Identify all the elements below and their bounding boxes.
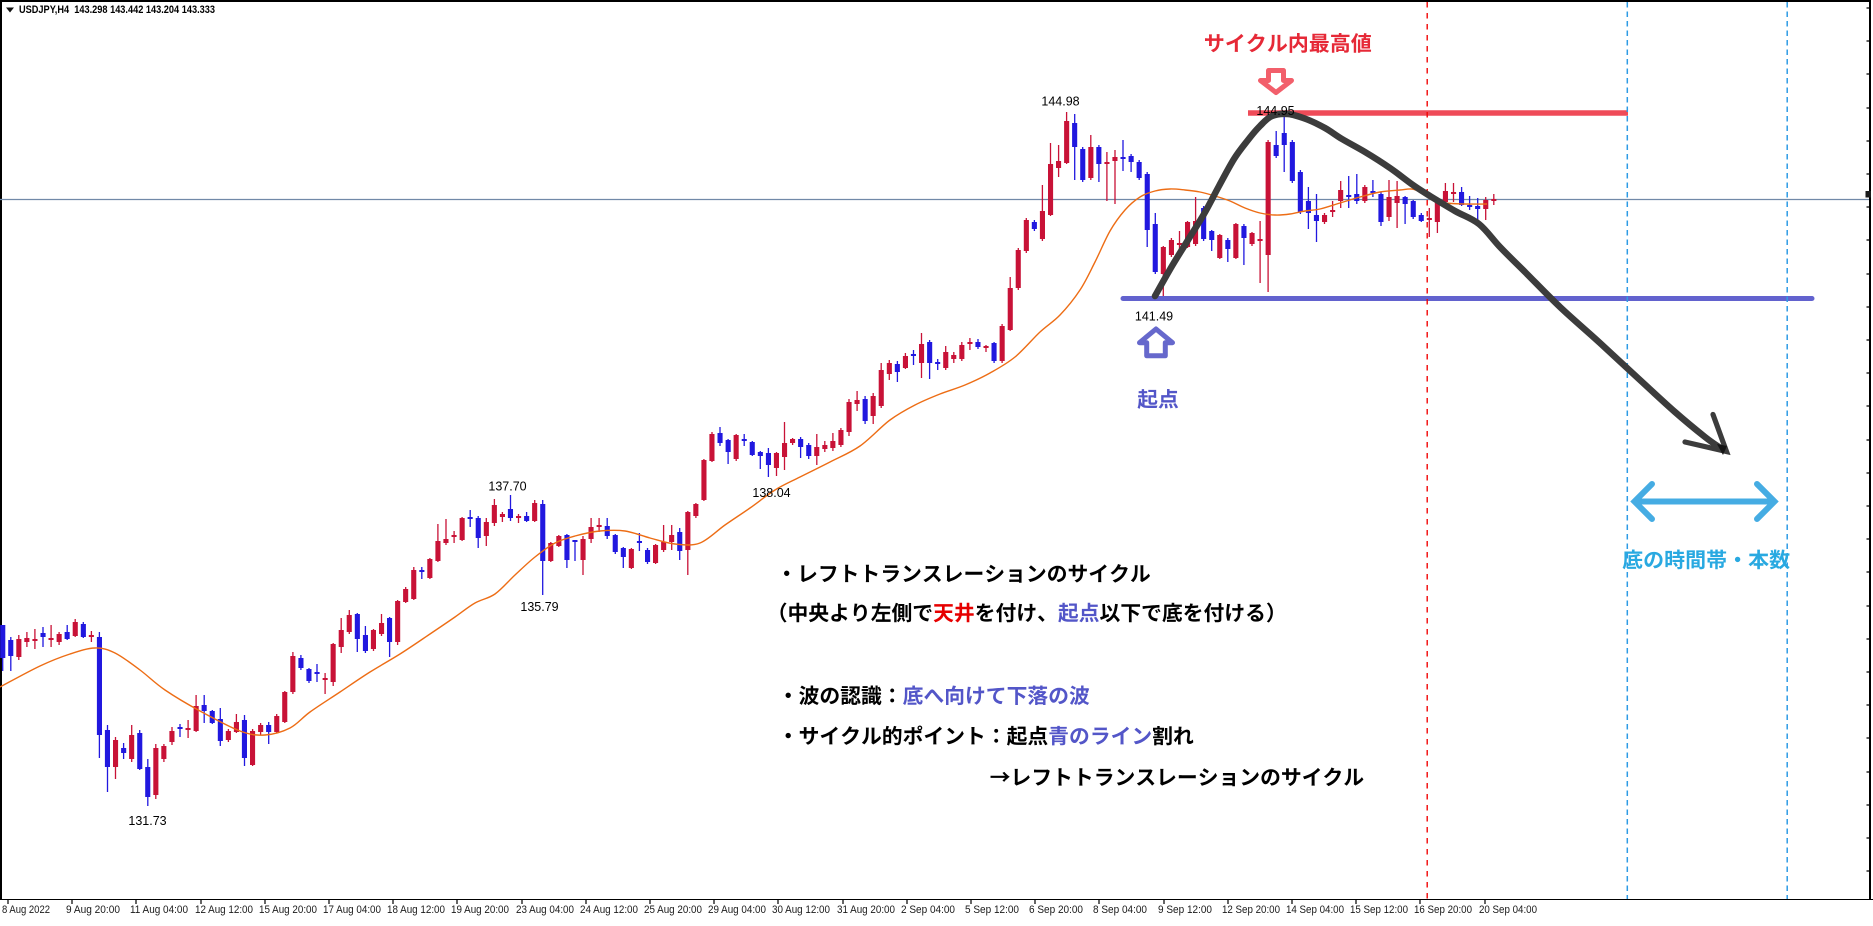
svg-text:15 Aug 20:00: 15 Aug 20:00 <box>259 904 317 916</box>
svg-text:6 Sep 20:00: 6 Sep 20:00 <box>1029 904 1083 916</box>
svg-text:24 Aug 12:00: 24 Aug 12:00 <box>580 904 638 916</box>
svg-text:19 Aug 20:00: 19 Aug 20:00 <box>451 904 509 916</box>
svg-text:138.04: 138.04 <box>752 486 790 500</box>
svg-text:USDJPY,H4 143.298 143.442 143: USDJPY,H4 143.298 143.442 143.204 143.33… <box>19 4 215 16</box>
svg-text:23 Aug 04:00: 23 Aug 04:00 <box>516 904 574 916</box>
svg-text:15 Sep 12:00: 15 Sep 12:00 <box>1350 904 1408 916</box>
svg-text:14 Sep 04:00: 14 Sep 04:00 <box>1286 904 1344 916</box>
svg-text:144.95: 144.95 <box>1256 104 1294 118</box>
svg-text:2 Sep 04:00: 2 Sep 04:00 <box>901 904 955 916</box>
svg-text:12 Sep 20:00: 12 Sep 20:00 <box>1222 904 1280 916</box>
svg-text:20 Sep 04:00: 20 Sep 04:00 <box>1479 904 1537 916</box>
svg-text:131.73: 131.73 <box>128 814 166 828</box>
svg-text:144.98: 144.98 <box>1041 95 1079 109</box>
svg-text:5 Sep 12:00: 5 Sep 12:00 <box>965 904 1019 916</box>
svg-text:31 Aug 20:00: 31 Aug 20:00 <box>837 904 895 916</box>
svg-text:11 Aug 04:00: 11 Aug 04:00 <box>130 904 188 916</box>
svg-text:8 Aug 2022: 8 Aug 2022 <box>2 904 50 916</box>
svg-text:18 Aug 12:00: 18 Aug 12:00 <box>387 904 445 916</box>
svg-text:8 Sep 04:00: 8 Sep 04:00 <box>1093 904 1147 916</box>
svg-text:12 Aug 12:00: 12 Aug 12:00 <box>195 904 253 916</box>
svg-text:29 Aug 04:00: 29 Aug 04:00 <box>708 904 766 916</box>
svg-text:137.70: 137.70 <box>488 480 526 494</box>
svg-text:25 Aug 20:00: 25 Aug 20:00 <box>644 904 702 916</box>
svg-text:17 Aug 04:00: 17 Aug 04:00 <box>323 904 381 916</box>
svg-text:9 Aug 20:00: 9 Aug 20:00 <box>66 904 120 916</box>
svg-text:30 Aug 12:00: 30 Aug 12:00 <box>772 904 830 916</box>
svg-text:135.79: 135.79 <box>520 600 558 614</box>
svg-text:141.49: 141.49 <box>1135 310 1173 324</box>
svg-text:16 Sep 20:00: 16 Sep 20:00 <box>1414 904 1472 916</box>
svg-text:9 Sep 12:00: 9 Sep 12:00 <box>1158 904 1212 916</box>
